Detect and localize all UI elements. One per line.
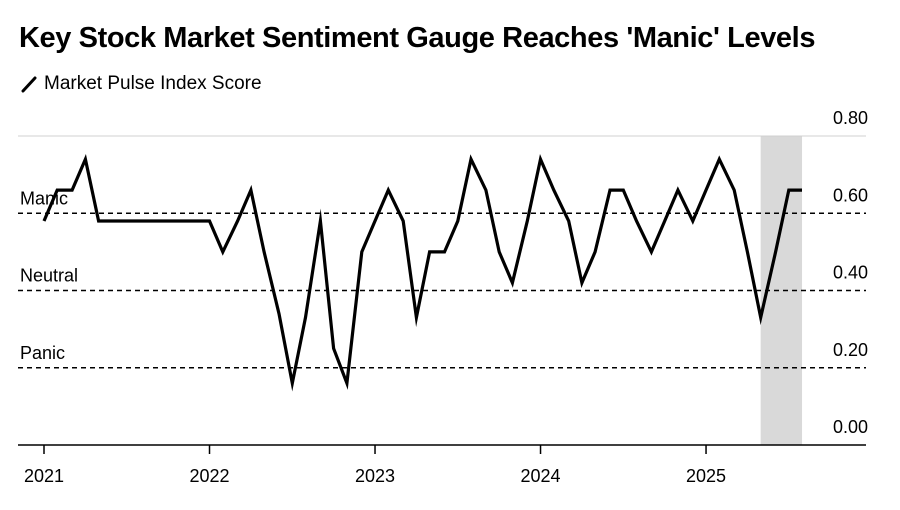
y-tick-label: 0.40: [833, 263, 868, 283]
legend-label: Market Pulse Index Score: [44, 73, 262, 94]
y-tick-label: 0.20: [833, 340, 868, 360]
threshold-label-neutral: Neutral: [20, 266, 78, 286]
x-tick-label: 2021: [24, 466, 64, 486]
y-tick-label: 0.00: [833, 417, 868, 437]
x-tick-label: 2022: [189, 466, 229, 486]
series-line: [42, 153, 802, 392]
x-tick-label: 2024: [521, 466, 561, 486]
y-tick-label: 0.80: [833, 108, 868, 128]
threshold-label-panic: Panic: [20, 343, 65, 363]
x-tick-label: 2023: [355, 466, 395, 486]
chart-title: Key Stock Market Sentiment Gauge Reaches…: [19, 22, 816, 54]
y-tick-label: 0.60: [833, 185, 868, 205]
x-tick-label: 2025: [686, 466, 726, 486]
line-icon: [21, 76, 37, 93]
legend: Market Pulse Index Score: [20, 73, 262, 95]
